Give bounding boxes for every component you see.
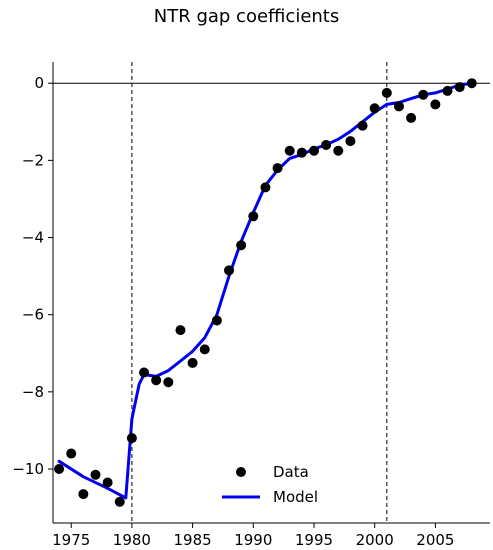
- data-point: [284, 145, 295, 156]
- x-tick-label: 1990: [234, 531, 272, 549]
- data-point: [272, 163, 283, 174]
- axes: [52, 62, 490, 524]
- model-line: [57, 81, 474, 500]
- data-point: [393, 101, 404, 112]
- model-series: [57, 81, 474, 500]
- data-point: [345, 136, 356, 147]
- chart-title: NTR gap coefficients: [153, 6, 340, 27]
- data-point: [296, 147, 307, 158]
- legend-marker-data: [236, 467, 246, 477]
- data-point: [151, 375, 162, 386]
- data-point: [248, 211, 259, 222]
- data-point: [66, 448, 77, 459]
- y-tick-label: 0: [34, 74, 44, 92]
- data-point: [454, 82, 465, 93]
- y-tick-label: −8: [22, 383, 44, 401]
- data-point: [418, 89, 429, 100]
- data-series: [54, 78, 477, 507]
- data-point: [187, 357, 198, 368]
- data-point: [126, 433, 137, 444]
- data-point: [139, 367, 150, 378]
- x-tick-label: 2000: [356, 531, 394, 549]
- data-point: [442, 85, 453, 96]
- data-point: [163, 377, 174, 388]
- data-point: [357, 120, 368, 131]
- legend: Data Model: [222, 463, 318, 506]
- data-point: [260, 182, 271, 193]
- y-axis-ticks: 0 −2 −4 −6 −8 −10: [12, 74, 53, 478]
- data-point: [236, 240, 247, 251]
- x-tick-label: 2005: [416, 531, 454, 549]
- x-tick-label: 1995: [295, 531, 333, 549]
- x-axis-ticks: 1975 1980 1985 1990 1995 2000 2005: [52, 523, 454, 549]
- data-point: [114, 496, 125, 507]
- data-point: [381, 87, 392, 98]
- reference-lines: [53, 62, 490, 523]
- data-point: [175, 325, 186, 336]
- data-point: [466, 78, 477, 89]
- data-point: [333, 145, 344, 156]
- data-point: [369, 103, 380, 114]
- y-tick-label: −10: [12, 460, 44, 478]
- y-tick-label: −4: [22, 229, 44, 247]
- data-point: [78, 489, 89, 500]
- data-point: [406, 112, 417, 123]
- data-point: [308, 145, 319, 156]
- data-point: [90, 469, 101, 480]
- data-point: [224, 265, 235, 276]
- x-tick-label: 1980: [113, 531, 151, 549]
- x-tick-label: 1975: [52, 531, 90, 549]
- y-tick-label: −2: [22, 151, 44, 169]
- x-tick-label: 1985: [174, 531, 212, 549]
- data-point: [54, 463, 65, 474]
- data-point: [211, 315, 222, 326]
- legend-label-data: Data: [273, 463, 309, 481]
- legend-label-model: Model: [273, 488, 318, 506]
- data-point: [199, 344, 210, 355]
- data-point: [321, 139, 332, 150]
- data-point: [102, 477, 113, 488]
- y-tick-label: −6: [22, 306, 44, 324]
- data-point: [430, 99, 441, 110]
